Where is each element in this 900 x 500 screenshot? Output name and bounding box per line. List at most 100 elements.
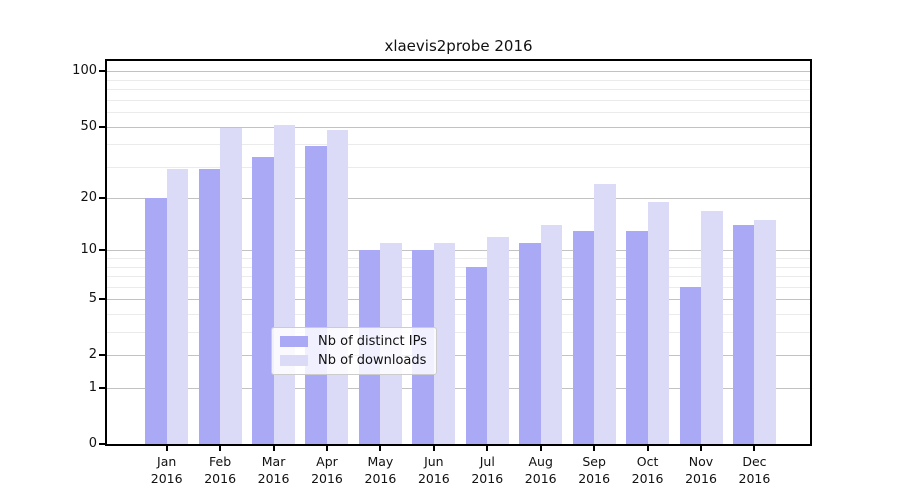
legend-row-distinct-ips: Nb of distinct IPs — [272, 334, 436, 349]
top-spine — [105, 59, 812, 61]
x-tick-year: 2016 — [257, 471, 290, 486]
bar-distinct-ips — [572, 230, 595, 444]
y-tick-label: 10 — [80, 242, 97, 258]
y-tick-mark — [99, 387, 107, 390]
x-tick-label: Feb 2016 — [188, 453, 252, 487]
x-tick-month: Aug — [528, 454, 553, 469]
bar-distinct-ips — [198, 169, 221, 444]
x-tick-mark — [272, 446, 275, 451]
y-tick-label: 1 — [88, 380, 97, 396]
x-tick-label: Aug 2016 — [509, 453, 573, 487]
y-tick-mark — [99, 443, 107, 445]
x-tick-month: Mar — [261, 454, 286, 469]
y-tick-label: 20 — [80, 190, 97, 206]
bar-downloads — [273, 125, 296, 444]
bar-downloads — [701, 210, 723, 444]
x-tick-year: 2016 — [150, 471, 183, 486]
legend-swatch-distinct-ips — [280, 336, 308, 347]
bar-distinct-ips — [305, 146, 327, 444]
x-tick-month: Jan — [157, 454, 177, 469]
x-tick-mark — [325, 446, 328, 451]
gridline-minor — [107, 332, 810, 334]
gridline-minor — [107, 112, 810, 114]
gridline-major — [107, 299, 810, 301]
x-tick-year: 2016 — [578, 471, 611, 486]
bar-downloads — [754, 220, 776, 444]
gridline-major — [107, 71, 810, 73]
gridline-minor — [107, 276, 810, 278]
x-tick-label: Jul 2016 — [455, 453, 519, 487]
y-tick-label: 0 — [88, 436, 97, 451]
bar-distinct-ips — [519, 243, 541, 444]
bar-downloads — [433, 243, 456, 444]
x-tick-label: Nov 2016 — [669, 453, 733, 487]
bar-distinct-ips — [626, 230, 648, 444]
legend: Nb of distinct IPs Nb of downloads — [271, 327, 437, 375]
x-tick-year: 2016 — [471, 471, 504, 486]
x-tick-year: 2016 — [417, 471, 450, 486]
gridline-major — [107, 355, 810, 357]
x-tick-year: 2016 — [364, 471, 397, 486]
bar-downloads — [594, 184, 616, 444]
chart-title: xlaevis2probe 2016 — [384, 37, 533, 55]
legend-row-downloads: Nb of downloads — [272, 353, 436, 368]
x-tick-month: Jun — [424, 454, 444, 469]
x-tick-mark — [700, 446, 702, 451]
x-tick-label: Jun 2016 — [402, 453, 466, 487]
gridline-minor — [107, 144, 810, 146]
gridline-major — [107, 388, 810, 390]
x-tick-label: Oct 2016 — [616, 453, 680, 487]
plot-area — [107, 61, 810, 444]
gridline-major — [107, 198, 810, 200]
bar-downloads — [220, 128, 242, 444]
x-tick-year: 2016 — [311, 471, 343, 486]
x-tick-label: Jan 2016 — [135, 453, 199, 487]
x-tick-mark — [646, 446, 649, 451]
legend-label-downloads: Nb of downloads — [318, 353, 427, 368]
bar-distinct-ips — [679, 286, 701, 444]
y-tick-label: 100 — [72, 63, 97, 79]
gridline-minor — [107, 79, 810, 81]
x-tick-mark — [219, 446, 222, 451]
gridline-minor — [107, 314, 810, 316]
x-tick-month: May — [367, 454, 394, 469]
x-tick-year: 2016 — [524, 471, 557, 486]
legend-swatch-downloads — [280, 355, 308, 366]
gridline-major — [107, 126, 810, 128]
x-tick-label: May 2016 — [348, 453, 412, 487]
gridline-minor — [107, 286, 810, 288]
x-tick-month: Dec — [742, 454, 767, 469]
gridline-minor — [107, 166, 810, 168]
gridline-major — [107, 250, 810, 252]
legend-label-distinct-ips: Nb of distinct IPs — [318, 334, 427, 349]
x-tick-month: Sep — [582, 454, 606, 469]
left-spine — [105, 59, 107, 446]
x-tick-year: 2016 — [631, 471, 664, 486]
x-tick-mark — [165, 446, 168, 451]
y-tick-mark — [99, 249, 107, 252]
gridline-minor — [107, 266, 810, 268]
bar-downloads — [647, 202, 670, 444]
gridline-minor — [107, 89, 810, 91]
bar-downloads — [326, 129, 349, 444]
x-tick-year: 2016 — [738, 471, 771, 486]
bar-distinct-ips — [465, 266, 488, 444]
x-tick-year: 2016 — [685, 471, 717, 486]
gridline-minor — [107, 258, 810, 260]
bar-distinct-ips — [145, 198, 167, 444]
y-tick-mark — [99, 197, 107, 200]
x-tick-mark — [593, 446, 596, 451]
x-tick-year: 2016 — [204, 471, 237, 486]
x-tick-mark — [486, 446, 489, 451]
y-tick-label: 50 — [80, 118, 97, 134]
x-tick-label: Dec 2016 — [722, 453, 786, 487]
x-tick-mark — [539, 446, 542, 451]
x-tick-month: Jul — [479, 454, 495, 469]
x-tick-mark — [432, 446, 435, 451]
bar-distinct-ips — [252, 157, 274, 444]
x-tick-month: Oct — [636, 454, 659, 469]
y-tick-mark — [99, 298, 107, 301]
x-tick-month: Nov — [688, 454, 714, 469]
x-tick-label: Sep 2016 — [562, 453, 626, 487]
